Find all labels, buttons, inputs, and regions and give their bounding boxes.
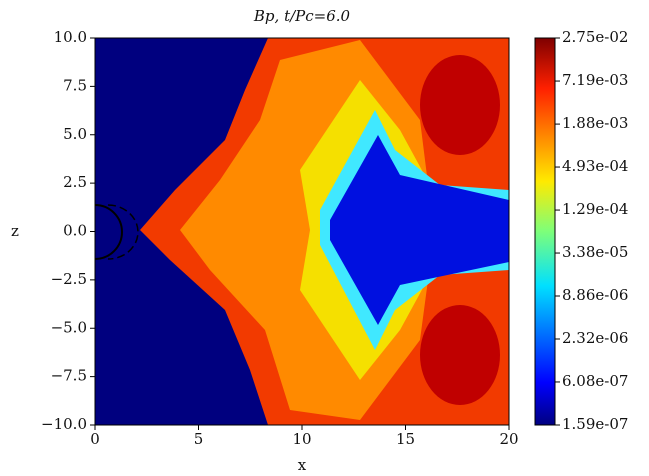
x-tick-label: 5 xyxy=(194,430,204,448)
x-tick-label: 20 xyxy=(499,430,518,448)
colorbar-tick-label: 4.93e-04 xyxy=(562,157,628,175)
y-tick-label: −7.5 xyxy=(51,367,87,385)
vortex xyxy=(420,305,500,405)
vortex xyxy=(420,55,500,155)
y-tick-label: 10.0 xyxy=(54,28,87,46)
colorbar-tick-label: 2.75e-02 xyxy=(562,28,628,46)
x-tick-label: 10 xyxy=(292,430,311,448)
x-axis-label: x xyxy=(298,456,307,474)
colorbar-tick-label: 6.08e-07 xyxy=(562,372,628,390)
chart-title: Bp, t/Pc=6.0 xyxy=(253,7,351,25)
star-boundary xyxy=(94,204,123,260)
colorbar-tick-label: 7.19e-03 xyxy=(562,71,628,89)
colorbar-tick-label: 1.88e-03 xyxy=(562,114,628,132)
y-tick-label: 2.5 xyxy=(63,173,87,191)
colorbar-tick-label: 2.32e-06 xyxy=(562,329,628,347)
y-axis-label: z xyxy=(11,222,19,240)
x-tick-label: 15 xyxy=(396,430,415,448)
field-region xyxy=(330,135,509,325)
colorbar-tick-label: 3.38e-05 xyxy=(562,243,628,261)
colorbar xyxy=(534,37,556,426)
y-tick-label: 0.0 xyxy=(63,222,87,240)
colorbar-tick-label: 1.59e-07 xyxy=(562,415,628,433)
field xyxy=(94,38,509,425)
x-tick-label: 0 xyxy=(90,430,100,448)
y-tick-label: −5.0 xyxy=(51,318,87,336)
y-tick-label: 7.5 xyxy=(63,76,87,94)
y-tick-label: −2.5 xyxy=(51,270,87,288)
colorbar-tick-label: 8.86e-06 xyxy=(562,286,628,304)
star-boundary xyxy=(107,204,139,260)
colorbar-tick-label: 1.29e-04 xyxy=(562,200,628,218)
y-tick-label: 5.0 xyxy=(63,125,87,143)
y-tick-label: −10.0 xyxy=(41,415,87,433)
